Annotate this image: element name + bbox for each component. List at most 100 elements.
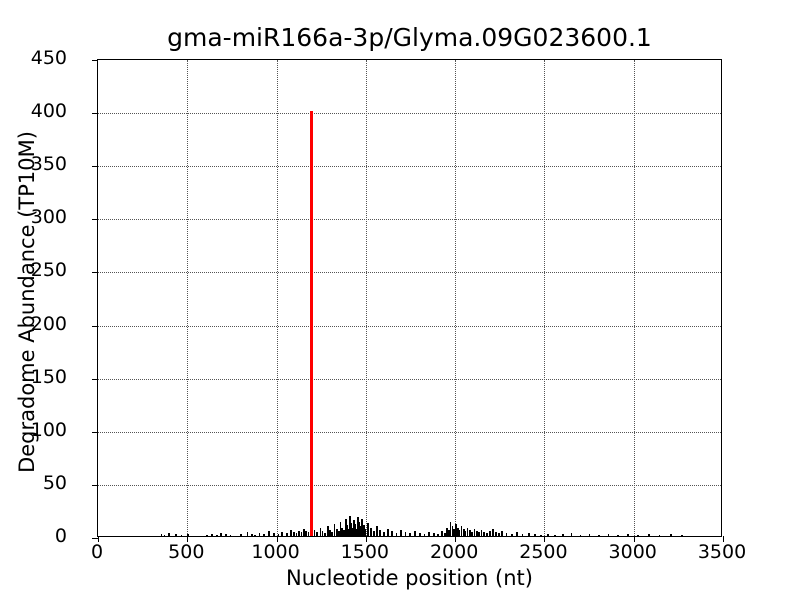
bar <box>480 529 483 536</box>
x-axis-tick <box>544 536 546 542</box>
bar <box>316 531 319 536</box>
bar <box>492 528 494 536</box>
bar <box>418 532 421 536</box>
bar <box>327 526 329 536</box>
y-axis-title: Degradome Abundance (TP10M) <box>15 131 39 473</box>
y-axis-tick <box>92 219 98 221</box>
bar <box>333 524 336 536</box>
bar <box>483 531 485 536</box>
gridline-horizontal <box>98 378 721 380</box>
bar <box>521 533 524 536</box>
gridline-horizontal <box>98 272 721 274</box>
bar <box>423 533 426 536</box>
x-axis-title: Nucleotide position (nt) <box>286 566 533 590</box>
bar <box>339 522 342 536</box>
bar <box>331 531 334 536</box>
bar <box>443 532 446 536</box>
y-axis-tick <box>92 431 98 433</box>
bar <box>448 529 450 536</box>
bar <box>240 533 242 536</box>
bar <box>211 533 214 536</box>
bar <box>302 528 305 536</box>
x-axis-tick <box>365 536 367 542</box>
gridline-vertical <box>633 60 635 536</box>
bar <box>486 532 488 536</box>
bar <box>220 532 222 536</box>
y-axis-tick <box>92 538 98 539</box>
gridline-vertical <box>455 60 457 536</box>
x-axis-tick-label: 1500 <box>340 541 390 563</box>
bar <box>547 533 549 536</box>
bar <box>370 527 372 536</box>
bar <box>428 531 431 536</box>
bar <box>268 530 270 536</box>
y-axis-tick <box>92 484 98 486</box>
x-axis-tick-label: 2000 <box>429 541 479 563</box>
bar <box>345 519 347 536</box>
bar <box>534 533 536 536</box>
bar <box>362 525 365 536</box>
bar <box>455 524 457 536</box>
y-axis-tick <box>92 272 98 274</box>
bar <box>298 530 300 536</box>
bar <box>359 526 362 536</box>
y-axis-tick <box>92 325 98 327</box>
bar <box>290 529 292 536</box>
bar <box>489 530 491 536</box>
gridline-vertical <box>365 60 367 536</box>
bar <box>216 534 219 536</box>
gridline-vertical <box>187 60 189 536</box>
bar <box>286 532 288 536</box>
y-axis-tick-label: 300 <box>30 206 67 229</box>
x-axis-tick <box>455 536 457 542</box>
bar <box>383 531 385 536</box>
bar <box>400 529 402 536</box>
bar <box>446 527 448 536</box>
bar <box>367 523 369 536</box>
bar <box>168 532 170 536</box>
bar <box>478 531 481 536</box>
gridline-horizontal <box>98 113 721 115</box>
bar <box>347 528 350 536</box>
x-axis-tick <box>187 536 189 542</box>
bar <box>670 533 672 536</box>
bar <box>391 530 394 536</box>
x-axis-tick-label: 3000 <box>608 541 657 563</box>
bar <box>404 531 407 536</box>
gridline-horizontal <box>98 166 721 168</box>
bar <box>433 532 435 536</box>
y-axis-tick <box>92 378 98 380</box>
chart-title: gma-miR166a-3p/Glyma.09G023600.1 <box>167 23 652 52</box>
bar <box>376 526 378 536</box>
bar <box>246 531 249 536</box>
bar <box>355 528 358 536</box>
gridline-horizontal <box>98 431 721 433</box>
bar <box>337 530 340 536</box>
bar <box>681 534 684 536</box>
x-axis-tick-label: 2500 <box>519 541 568 563</box>
bar <box>251 533 253 536</box>
y-axis-tick <box>92 166 98 168</box>
bar <box>305 530 307 536</box>
bar <box>554 534 556 536</box>
bar <box>637 534 639 536</box>
bar <box>324 532 326 536</box>
bar <box>414 530 416 536</box>
bar <box>441 530 444 536</box>
bar <box>160 533 163 536</box>
bar <box>307 531 310 536</box>
plot-area <box>92 59 724 542</box>
x-axis-tick-label: 1000 <box>251 541 300 563</box>
bar <box>175 533 177 536</box>
y-axis-tick <box>92 60 98 61</box>
bar <box>498 532 500 536</box>
bar <box>187 533 189 536</box>
bar <box>505 532 508 536</box>
bar <box>511 533 513 536</box>
bar <box>527 532 530 536</box>
x-axis-tick <box>723 536 724 542</box>
y-axis-tick-label: 100 <box>30 418 67 441</box>
bar <box>229 534 232 536</box>
bar <box>627 533 629 536</box>
